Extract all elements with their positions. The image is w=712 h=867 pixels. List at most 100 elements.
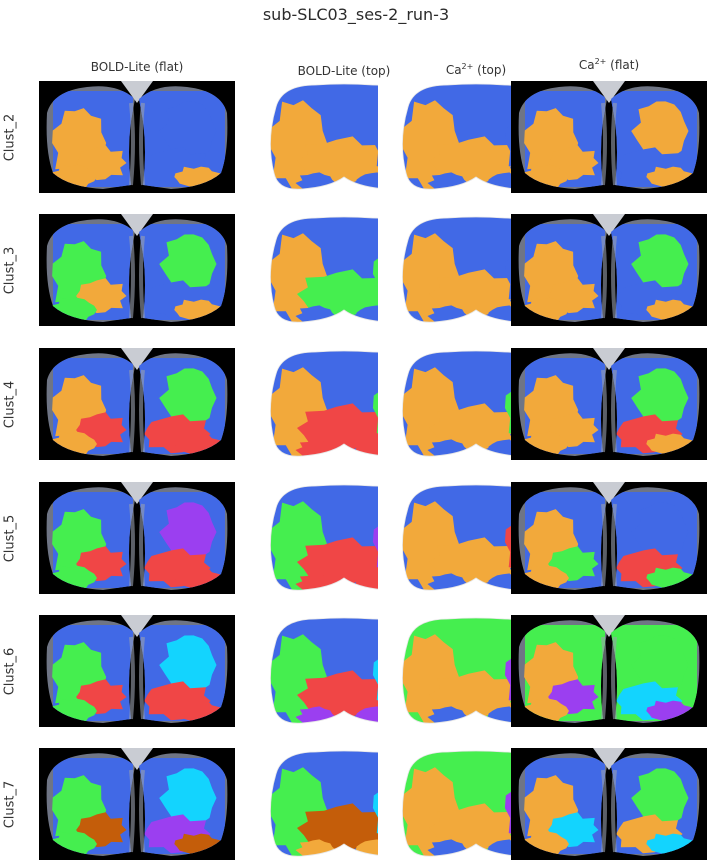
cluster-map-panel [511,81,707,193]
parcel-region [429,269,524,317]
parcel-region [159,502,217,564]
column-header-superscript: 2+ [461,62,474,71]
row-label-text: Clust_6 [2,647,18,695]
right-hemisphere-parcels [611,358,697,455]
midline-shading [129,235,145,319]
parcel-region [159,368,217,430]
column-header-superscript: 2+ [594,57,607,66]
row-label-text: Clust_3 [2,246,18,294]
brain-map [511,81,707,193]
left-hemisphere-parcels [521,358,605,457]
right-hemisphere-parcels [611,625,697,722]
brain-map [39,748,235,860]
cluster-map-panel [39,482,235,594]
parcel-region [429,403,524,451]
cluster-map-panel [39,615,235,727]
parcel-region [159,234,217,296]
parcel-region [631,368,689,430]
column-header-4: Ca2+ (flat) [511,57,707,72]
parcel-region [297,537,392,585]
midline-shading [129,636,145,720]
parcel-region [159,768,217,830]
parcel-region [297,803,392,851]
row-label-text: Clust_4 [2,380,18,428]
midline-shading [601,235,617,319]
column-header-label: BOLD-Lite (top) [297,64,391,78]
cluster-map-panel [511,615,707,727]
row-label: Clust_5 [0,482,20,594]
parcel-region [429,136,524,184]
midline-shading [601,102,617,186]
row-label: Clust_7 [0,748,20,860]
parcel-region [297,269,392,317]
row-label: Clust_4 [0,348,20,460]
left-hemisphere-parcels [521,224,605,323]
cluster-map-panel [511,748,707,860]
midline-shading [129,503,145,587]
right-hemisphere-parcels [611,91,697,188]
column-header-suffix: (top) [473,63,507,77]
brain-map [39,348,235,460]
midline-shading [601,636,617,720]
right-hemisphere-parcels [139,492,225,589]
column-header-label: BOLD-Lite (flat) [90,60,184,74]
parcel-region [631,768,689,830]
column-header-1: BOLD-Lite (flat) [39,60,235,74]
left-hemisphere-parcels [49,224,133,323]
figure-title: sub-SLC03_ses-2_run-3 [262,5,450,24]
midline-shading [601,503,617,587]
right-hemisphere-parcels [139,625,225,722]
midline-shading [129,769,145,853]
row-label-text: Clust_7 [2,780,18,828]
left-hemisphere-parcels [521,758,605,857]
cluster-map-panel [511,482,707,594]
brain-map [511,615,707,727]
parcel-region [159,101,217,163]
row-label: Clust_3 [0,214,20,326]
row-label: Clust_2 [0,81,20,193]
row-label-text: Clust_5 [2,514,18,562]
brain-map [511,748,707,860]
brain-map [39,214,235,326]
left-hemisphere-parcels [49,758,133,857]
right-hemisphere-parcels [611,492,697,589]
column-header-suffix: (flat) [606,58,640,72]
parcel-region [631,101,689,163]
cluster-map-panel [511,214,707,326]
column-header-label: Ca [578,58,595,72]
left-hemisphere-parcels [49,358,133,457]
right-hemisphere-parcels [139,358,225,455]
row-label: Clust_6 [0,615,20,727]
brain-map [39,81,235,193]
left-hemisphere-parcels [49,91,133,190]
left-hemisphere-parcels [49,492,133,591]
left-hemisphere-parcels [49,625,133,724]
parcel-region [631,635,689,697]
parcel-region [631,502,689,564]
right-hemisphere-parcels [139,91,225,188]
midline-shading [601,769,617,853]
parcel-region [297,136,392,184]
brain-map [39,482,235,594]
cluster-map-panel [511,348,707,460]
midline-shading [601,369,617,453]
left-hemisphere-parcels [521,492,605,591]
parcel-region [429,670,524,718]
parcel-region [297,670,392,718]
midline-shading [129,102,145,186]
brain-map [511,348,707,460]
row-label-text: Clust_2 [2,113,18,161]
cluster-map-panel [39,748,235,860]
column-header-3: Ca2+ (top) [378,62,574,77]
parcel-region [159,635,217,697]
midline-shading [129,369,145,453]
parcel-region [297,403,392,451]
brain-map [511,482,707,594]
right-hemisphere-parcels [139,224,225,321]
right-hemisphere-parcels [611,224,697,321]
column-header-2: BOLD-Lite (top) [246,64,442,78]
right-hemisphere-parcels [139,758,225,855]
brain-map [511,214,707,326]
parcel-region [631,234,689,296]
brain-map [39,615,235,727]
